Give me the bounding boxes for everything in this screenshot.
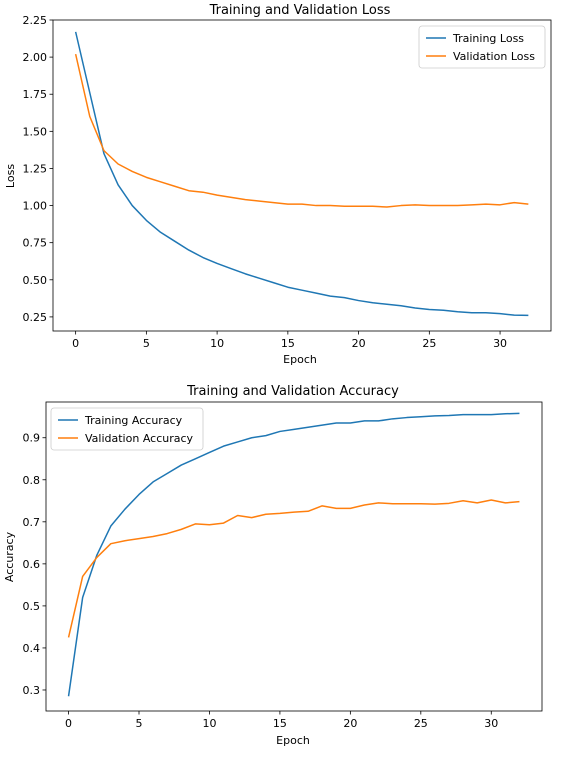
accuracy-series-line-validation xyxy=(67,499,520,638)
loss-y-tick-label: 1.00 xyxy=(23,200,48,213)
loss-legend xyxy=(418,25,546,69)
loss-x-tick-label: 30 xyxy=(493,337,507,350)
accuracy-y-tick-label: 0.9 xyxy=(23,432,41,445)
accuracy-axes-frame xyxy=(45,401,543,712)
accuracy-x-tick-label: 25 xyxy=(414,717,428,730)
loss-x-tick-label: 0 xyxy=(72,337,79,350)
accuracy-chart-title: Training and Validation Accuracy xyxy=(186,384,399,399)
accuracy-y-tick-label: 0.6 xyxy=(23,558,41,571)
loss-axes-frame xyxy=(52,19,552,332)
loss-legend-label: Validation Loss xyxy=(453,50,535,63)
loss-x-tick-label: 15 xyxy=(281,337,295,350)
loss-y-tick-label: 2.00 xyxy=(23,51,48,64)
loss-y-axis-label: Loss xyxy=(4,164,17,188)
loss-y-tick-label: 1.25 xyxy=(23,162,48,175)
loss-y-tick-label: 0.25 xyxy=(23,311,48,324)
accuracy-chart: Training and Validation Accuracy Epoch A… xyxy=(3,384,543,747)
accuracy-x-axis-label: Epoch xyxy=(276,734,310,747)
loss-y-tick-label: 0.50 xyxy=(23,274,48,287)
accuracy-x-tick-label: 0 xyxy=(65,717,72,730)
accuracy-y-axis-label: Accuracy xyxy=(3,531,16,582)
loss-chart-title: Training and Validation Loss xyxy=(209,3,391,18)
accuracy-y-tick-label: 0.4 xyxy=(23,642,41,655)
loss-series-line-validation xyxy=(74,53,529,208)
loss-x-axis-label: Epoch xyxy=(283,353,317,366)
loss-y-tick-label: 1.75 xyxy=(23,88,48,101)
accuracy-y-tick-label: 0.3 xyxy=(23,684,41,697)
accuracy-x-tick-label: 20 xyxy=(343,717,357,730)
accuracy-legend xyxy=(50,407,204,451)
loss-x-tick-label: 20 xyxy=(352,337,366,350)
accuracy-legend-label: Training Accuracy xyxy=(84,414,183,427)
accuracy-y-tick-label: 0.8 xyxy=(23,474,41,487)
loss-y-tick-label: 0.75 xyxy=(23,237,48,250)
loss-y-tick-label: 2.25 xyxy=(23,14,48,27)
accuracy-x-tick-label: 10 xyxy=(202,717,216,730)
loss-x-tick-label: 25 xyxy=(422,337,436,350)
loss-y-tick-label: 1.50 xyxy=(23,125,48,138)
loss-x-tick-label: 10 xyxy=(210,337,224,350)
accuracy-series-line-training xyxy=(67,412,520,697)
accuracy-legend-label: Validation Accuracy xyxy=(85,432,194,445)
accuracy-x-tick-label: 15 xyxy=(273,717,287,730)
loss-series-line-training xyxy=(74,31,529,317)
accuracy-y-tick-label: 0.5 xyxy=(23,600,41,613)
accuracy-y-tick-label: 0.7 xyxy=(23,516,41,529)
accuracy-x-tick-label: 5 xyxy=(136,717,143,730)
loss-chart: Training and Validation Loss Epoch Loss … xyxy=(4,3,552,366)
accuracy-x-tick-label: 30 xyxy=(484,717,498,730)
loss-legend-label: Training Loss xyxy=(452,32,524,45)
loss-x-tick-label: 5 xyxy=(143,337,150,350)
